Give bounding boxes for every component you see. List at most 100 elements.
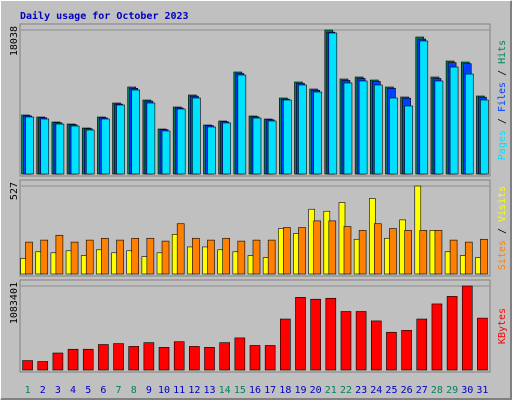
bar: [480, 99, 489, 175]
bar: [283, 227, 291, 275]
x-tick-label: 29: [446, 385, 458, 396]
x-tick-label: 22: [340, 385, 352, 396]
x-tick-label: 30: [461, 385, 473, 396]
legend-separator: /: [497, 222, 508, 240]
bar: [176, 108, 186, 175]
bar: [340, 311, 352, 371]
bar: [419, 40, 429, 175]
bar: [283, 99, 292, 175]
legend-entry: KBytes: [497, 308, 508, 344]
bar: [252, 117, 262, 175]
bar: [70, 241, 79, 275]
bar: [389, 97, 398, 175]
bar: [40, 239, 49, 275]
bar: [222, 237, 230, 275]
bar: [192, 237, 200, 275]
legend-separator: /: [497, 64, 508, 82]
x-tick-label: 27: [416, 385, 428, 396]
x-tick-label: 5: [85, 385, 91, 396]
bar: [70, 125, 80, 175]
bar: [116, 239, 124, 275]
bar: [434, 230, 443, 275]
bar: [416, 318, 428, 371]
x-tick-label: 1: [25, 385, 31, 396]
x-tick-label: 20: [310, 385, 322, 396]
bar: [249, 345, 261, 371]
legend-entry: Visits: [497, 186, 508, 222]
bar: [252, 239, 261, 275]
bar: [67, 348, 79, 371]
bar: [310, 298, 321, 371]
bar: [480, 238, 488, 275]
bar: [116, 104, 125, 175]
chart-title: Daily usage for October 2023: [20, 10, 189, 22]
legend-entry: Pages: [497, 130, 508, 160]
bar: [358, 80, 368, 175]
x-tick-label: 16: [249, 385, 261, 396]
x-tick-label: 26: [401, 385, 413, 396]
bar: [222, 122, 231, 175]
bar: [298, 84, 307, 175]
bar: [173, 341, 185, 371]
bar: [434, 80, 444, 175]
bar: [192, 97, 201, 175]
bar: [373, 84, 383, 175]
bar: [234, 337, 246, 371]
bar: [146, 237, 155, 275]
x-tick-label: 2: [40, 385, 46, 396]
bar: [343, 226, 352, 275]
x-tick-label: 11: [173, 385, 185, 396]
x-tick-label: 6: [100, 385, 106, 396]
legend-separator: /: [497, 112, 508, 130]
x-tick-label: 25: [385, 385, 397, 396]
bar: [370, 320, 382, 371]
x-tick-label: 4: [70, 385, 76, 396]
bar: [449, 239, 458, 275]
x-tick-label: 7: [116, 385, 122, 396]
x-tick-label: 12: [188, 385, 200, 396]
bar: [449, 66, 459, 175]
bar: [386, 331, 397, 371]
x-tick-label: 23: [355, 385, 367, 396]
bar: [328, 220, 337, 275]
bar: [98, 344, 109, 371]
x-tick-label: 3: [55, 385, 61, 396]
bar: [267, 120, 277, 175]
bar: [446, 296, 458, 371]
legend: Pages / Files / Hits: [497, 40, 508, 160]
bar: [404, 105, 413, 175]
bar: [85, 129, 95, 175]
x-tick-label: 8: [131, 385, 137, 396]
legend: KBytes: [497, 308, 508, 344]
bar: [404, 230, 412, 275]
bar: [280, 318, 291, 371]
x-tick-label: 24: [370, 385, 382, 396]
x-tick-label: 15: [234, 385, 246, 396]
bar: [358, 230, 367, 275]
x-tick-label: 28: [431, 385, 443, 396]
x-tick-label: 17: [264, 385, 276, 396]
bar: [264, 345, 276, 371]
bar: [313, 91, 322, 175]
bar: [131, 237, 140, 275]
legend-entry: Hits: [497, 40, 508, 64]
x-tick-label: 31: [476, 385, 488, 396]
y-tick-label: 1083401: [9, 282, 20, 324]
y-tick-label: 527: [9, 182, 20, 200]
bar: [219, 342, 230, 371]
bar: [22, 360, 33, 371]
bar: [295, 297, 306, 371]
legend: Sites / Visits: [497, 186, 508, 270]
bar: [373, 223, 382, 275]
bar: [313, 220, 321, 275]
bar: [464, 241, 473, 275]
bar: [355, 311, 367, 371]
bar: [82, 348, 94, 371]
x-tick-label: 19: [294, 385, 306, 396]
bar: [461, 285, 473, 371]
bar: [401, 330, 412, 371]
bar: [128, 346, 140, 371]
bar: [40, 118, 50, 175]
